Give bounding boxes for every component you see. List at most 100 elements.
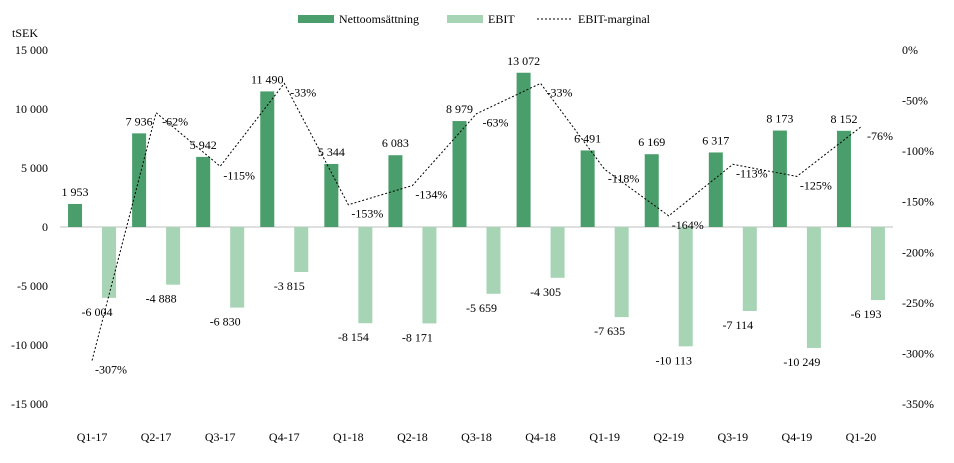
data-label-ebit: -6 830 [210, 315, 241, 329]
data-label-nettoomsattning: 6 491 [574, 131, 601, 145]
x-tick-label: Q4-18 [525, 430, 556, 444]
bar-ebit [742, 227, 757, 311]
y-right-tick-label: -150% [902, 195, 934, 209]
y-left-tick-label: -10 000 [11, 338, 48, 352]
y-left-tick-label: -5 000 [17, 279, 48, 293]
data-label-nettoomsattning: 8 173 [766, 112, 793, 126]
series-nettoomsattning [68, 72, 851, 227]
data-label-ebit-marginal: -63% [483, 116, 509, 130]
data-label-nettoomsattning: 7 936 [126, 114, 153, 128]
data-label-ebit-marginal: -118% [608, 171, 640, 185]
data-label-ebit: -10 113 [655, 353, 692, 367]
data-label-ebit-marginal: -115% [223, 168, 255, 182]
data-label-ebit: -8 154 [338, 330, 369, 344]
data-label-ebit-marginal: -164% [672, 218, 704, 232]
data-label-nettoomsattning: 6 169 [638, 135, 665, 149]
x-tick-label: Q3-17 [205, 430, 236, 444]
bar-nettoomsattning [772, 130, 787, 227]
legend-label-ebit: EBIT [488, 12, 515, 26]
data-label-nettoomsattning: 1 953 [62, 185, 89, 199]
line-ebit-marginal [91, 82, 862, 361]
bar-ebit [358, 227, 373, 324]
y-right-axis: 0% -50% -100% -150% -200% -250% -300% -350% [902, 43, 934, 411]
bar-ebit [678, 227, 693, 347]
bar-nettoomsattning [580, 150, 595, 227]
data-label-ebit: -6 004 [82, 305, 113, 319]
legend-swatch-ebit [447, 15, 483, 23]
data-labels: 1 953 7 936 5 942 11 490 5 344 6 083 8 979 13 0… [62, 54, 893, 377]
x-axis-labels: Q1-17 Q2-17 Q3-17 Q4-17 Q1-18 Q2-18 Q3-18 Q4-18… [77, 430, 877, 444]
y-right-tick-label: -200% [902, 245, 934, 259]
bar-nettoomsattning [132, 133, 147, 227]
x-tick-label: Q3-19 [717, 430, 748, 444]
y-right-tick-label: 0% [902, 43, 918, 57]
x-tick-label: Q2-17 [141, 430, 172, 444]
y-right-tick-label: -300% [902, 346, 934, 360]
y-left-tick-label: -15 000 [11, 397, 48, 411]
data-label-nettoomsattning: 13 072 [507, 54, 540, 68]
x-tick-label: Q1-18 [333, 430, 364, 444]
bar-ebit [614, 227, 629, 318]
x-tick-label: Q4-17 [269, 430, 300, 444]
x-tick-label: Q1-17 [77, 430, 108, 444]
data-label-nettoomsattning: 11 490 [251, 72, 284, 86]
y-left-tick-label: 0 [42, 220, 48, 234]
data-label-nettoomsattning: 5 344 [318, 145, 345, 159]
bar-nettoomsattning [708, 152, 723, 227]
data-label-ebit-marginal: -125% [800, 178, 832, 192]
data-label-ebit-marginal: -62% [162, 115, 188, 129]
legend-label-ebit-marginal: EBIT-marginal [578, 12, 651, 26]
data-label-ebit-marginal: -153% [351, 207, 383, 221]
bar-ebit [102, 227, 117, 298]
series-ebit-marginal [91, 82, 862, 361]
x-tick-label: Q1-20 [846, 430, 877, 444]
bar-ebit [230, 227, 245, 308]
bar-ebit [550, 227, 565, 278]
data-label-ebit-marginal: -33% [547, 85, 573, 99]
data-label-ebit: -10 249 [783, 355, 820, 369]
bar-nettoomsattning [388, 155, 403, 227]
y-left-tick-label: 10 000 [15, 102, 48, 116]
data-label-ebit-marginal: -307% [95, 363, 127, 377]
bar-nettoomsattning [644, 154, 659, 227]
data-label-ebit: -7 114 [723, 318, 754, 332]
y-right-tick-label: -250% [902, 296, 934, 310]
y-left-unit-label: tSEK [12, 26, 38, 40]
data-label-ebit: -6 193 [850, 307, 881, 321]
x-tick-label: Q2-19 [653, 430, 684, 444]
data-label-ebit-marginal: -134% [415, 188, 447, 202]
data-label-nettoomsattning: 8 979 [446, 102, 473, 116]
series-ebit [102, 227, 885, 348]
data-label-nettoomsattning: 6 317 [702, 133, 729, 147]
bar-nettoomsattning [516, 72, 531, 227]
legend-swatch-nettoomsattning [298, 15, 334, 23]
bar-ebit [422, 227, 437, 324]
data-label-ebit-marginal: -33% [290, 85, 316, 99]
data-label-ebit: -7 635 [594, 324, 625, 338]
x-tick-label: Q4-19 [782, 430, 813, 444]
data-label-nettoomsattning: 6 083 [382, 136, 409, 150]
y-right-tick-label: -100% [902, 144, 934, 158]
bar-ebit [166, 227, 181, 285]
x-tick-label: Q2-18 [397, 430, 428, 444]
y-right-tick-label: -50% [902, 94, 928, 108]
bar-nettoomsattning [68, 203, 83, 227]
bar-nettoomsattning [452, 121, 467, 227]
bar-ebit [294, 227, 309, 273]
data-label-ebit: -5 659 [466, 301, 497, 315]
data-label-ebit: -3 815 [274, 279, 305, 293]
bar-ebit [870, 227, 885, 301]
y-left-tick-label: 15 000 [15, 43, 48, 57]
data-label-ebit: -4 888 [146, 292, 177, 306]
data-label-nettoomsattning: 5 942 [190, 138, 217, 152]
data-label-ebit: -4 305 [530, 285, 561, 299]
data-label-nettoomsattning: 8 152 [830, 112, 857, 126]
data-label-ebit: -8 171 [402, 330, 433, 344]
y-left-axis: 15 000 10 000 5 000 0 -5 000 -10 000 -15 000 [11, 43, 48, 411]
bar-nettoomsattning [196, 156, 211, 227]
bar-ebit [806, 227, 821, 348]
legend: Nettoomsättning EBIT EBIT-marginal [298, 12, 651, 26]
data-label-ebit-marginal: -113% [736, 166, 768, 180]
data-label-ebit-marginal: -76% [867, 129, 893, 143]
